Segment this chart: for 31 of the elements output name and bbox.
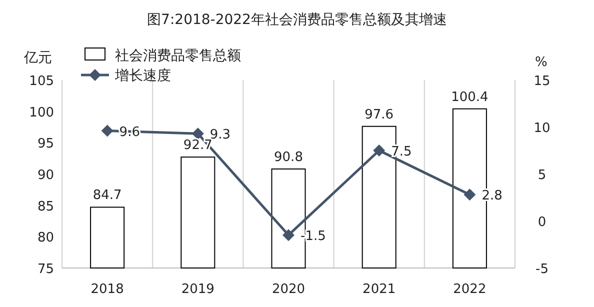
y-axis-title: 亿元: [23, 50, 52, 66]
y2-tick-label: 15: [534, 74, 550, 89]
y-tick-label: 75: [37, 262, 54, 277]
y-tick-label: 90: [37, 168, 54, 183]
data-label: 97.6: [364, 107, 394, 122]
x-tick-label: 2020: [272, 282, 306, 297]
point: [464, 188, 476, 201]
x-tick-label: 2019: [181, 282, 214, 297]
legend-label: 增长速度: [114, 68, 171, 84]
y2-tick-label: 0: [538, 215, 546, 230]
x-tick-label: 2021: [362, 282, 396, 297]
x-tick-label: 2022: [453, 282, 486, 297]
y2-tick-label: 10: [534, 121, 550, 136]
y-tick-label: 105: [29, 74, 54, 89]
y-tick-label: 85: [37, 199, 54, 214]
x-tick-label: 2018: [90, 282, 124, 297]
legend-label: 社会消费品零售总额: [115, 48, 241, 64]
y-tick-label: 80: [37, 230, 54, 246]
y2-tick-label: 5: [538, 168, 546, 183]
y-tick-label: 100: [29, 105, 54, 120]
point: [192, 128, 204, 140]
data-label: 100.4: [451, 90, 488, 105]
chart-title: 图7:2018-2022年社会消费品零售总额及其增速: [147, 12, 447, 28]
point: [101, 124, 114, 137]
point: [373, 144, 386, 156]
data-label: 90.8: [274, 150, 303, 165]
y2-axis-title: %: [535, 55, 548, 70]
data-label: 84.7: [92, 188, 122, 204]
point: [282, 229, 294, 242]
y2-tick-label: -5: [536, 262, 548, 277]
y-tick-label: 95: [37, 136, 54, 152]
